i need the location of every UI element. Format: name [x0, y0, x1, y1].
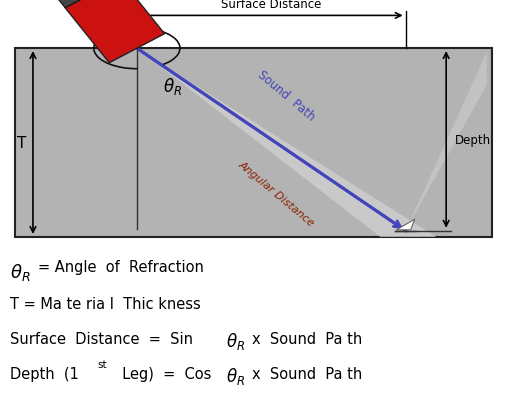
Text: x  Sound  Pa th: x Sound Pa th — [252, 331, 362, 346]
Polygon shape — [396, 220, 415, 230]
Text: x  Sound  Pa th: x Sound Pa th — [252, 366, 362, 381]
Text: Sound  Path: Sound Path — [256, 69, 317, 124]
Text: Surface  Distance  =  Sin: Surface Distance = Sin — [10, 331, 193, 346]
Text: Surface Distance: Surface Distance — [221, 0, 321, 11]
Text: Depth  (1: Depth (1 — [10, 366, 79, 381]
Text: $\theta_R$: $\theta_R$ — [226, 365, 245, 386]
Text: T: T — [17, 136, 26, 151]
Text: = Angle  of  Refraction: = Angle of Refraction — [38, 260, 204, 275]
Text: $\theta_R$: $\theta_R$ — [10, 262, 31, 283]
Text: T = Ma te ria l  Thic kness: T = Ma te ria l Thic kness — [10, 297, 201, 312]
Text: st: st — [97, 359, 107, 369]
Text: $\theta_R$: $\theta_R$ — [226, 330, 245, 351]
Text: $\theta_R$: $\theta_R$ — [163, 75, 182, 97]
Polygon shape — [137, 49, 436, 237]
Text: Angular Distance: Angular Distance — [236, 158, 316, 227]
Text: Depth: Depth — [455, 134, 491, 146]
Bar — [65, 0, 165, 63]
Bar — [15, 49, 492, 237]
Text: Leg)  =  Cos: Leg) = Cos — [113, 366, 211, 381]
Bar — [54, 0, 120, 9]
Polygon shape — [406, 53, 487, 231]
